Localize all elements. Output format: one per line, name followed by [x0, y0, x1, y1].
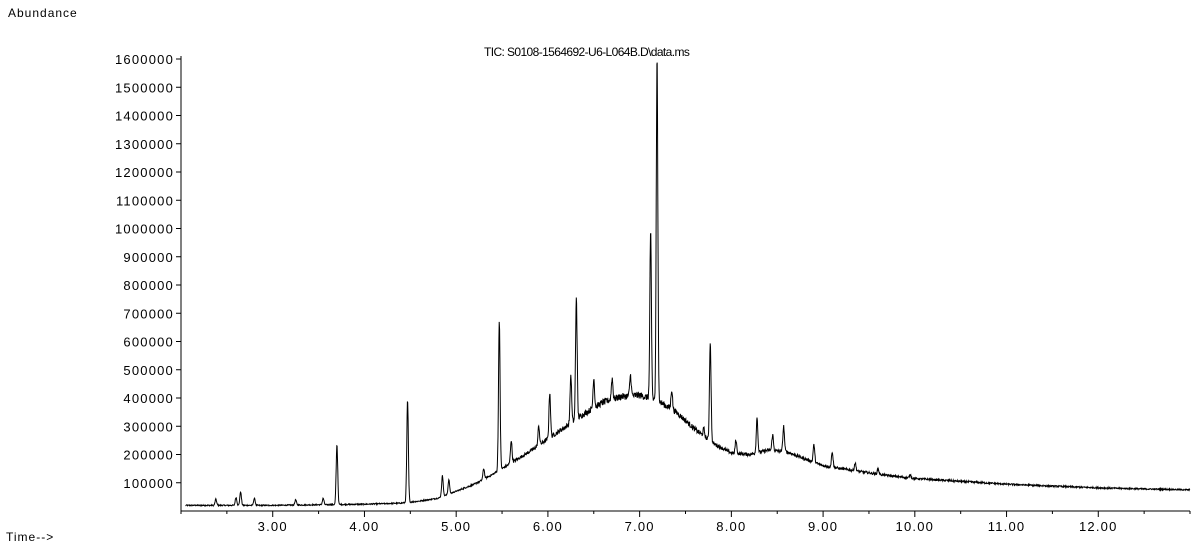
x-tick-label: 11.00	[988, 519, 1026, 534]
y-tick-label: 900000	[123, 250, 174, 265]
y-tick-label: 300000	[123, 419, 174, 434]
x-tick-label: 5.00	[441, 519, 471, 534]
y-axis-title: Abundance	[8, 6, 78, 20]
y-tick-label: 1500000	[115, 80, 174, 95]
y-tick-label: 1400000	[115, 109, 174, 124]
x-axis-minor-ticks	[180, 511, 1191, 514]
y-tick-label: 800000	[123, 278, 174, 293]
y-tick-label: 1300000	[115, 137, 174, 152]
x-tick-label: 4.00	[349, 519, 379, 534]
x-tick-label: 12.00	[1079, 519, 1118, 534]
y-tick-label: 1000000	[115, 222, 174, 237]
tic-trace-line	[185, 62, 1191, 508]
x-tick-label: 7.00	[625, 519, 655, 534]
y-tick-label: 500000	[123, 363, 174, 378]
y-axis-ticks: 100000 200000 300000 400000 500000 600000 7000…	[115, 52, 181, 491]
y-tick-label: 1100000	[116, 193, 174, 208]
x-tick-label: 9.00	[808, 519, 838, 534]
x-axis-ticks: 3.00 4.00 5.00 6.00 7.00 8.00 9.00 10.00 11.00 12…	[258, 511, 1118, 534]
y-tick-label: 600000	[123, 335, 174, 350]
x-tick-label: 3.00	[258, 519, 288, 534]
x-axis-title: Time-->	[6, 530, 54, 544]
y-tick-label: 200000	[123, 448, 174, 463]
y-tick-label: 400000	[123, 391, 174, 406]
y-tick-label: 1600000	[115, 52, 174, 67]
x-tick-label: 10.00	[896, 519, 935, 534]
y-tick-label: 700000	[123, 306, 174, 321]
x-tick-label: 6.00	[533, 519, 563, 534]
y-tick-label: 1200000	[115, 165, 174, 180]
y-tick-label: 100000	[123, 476, 174, 491]
chart-title: TIC: S0108-1564692-U6-L064B.D\data.ms	[484, 45, 690, 59]
x-tick-label: 8.00	[716, 519, 746, 534]
